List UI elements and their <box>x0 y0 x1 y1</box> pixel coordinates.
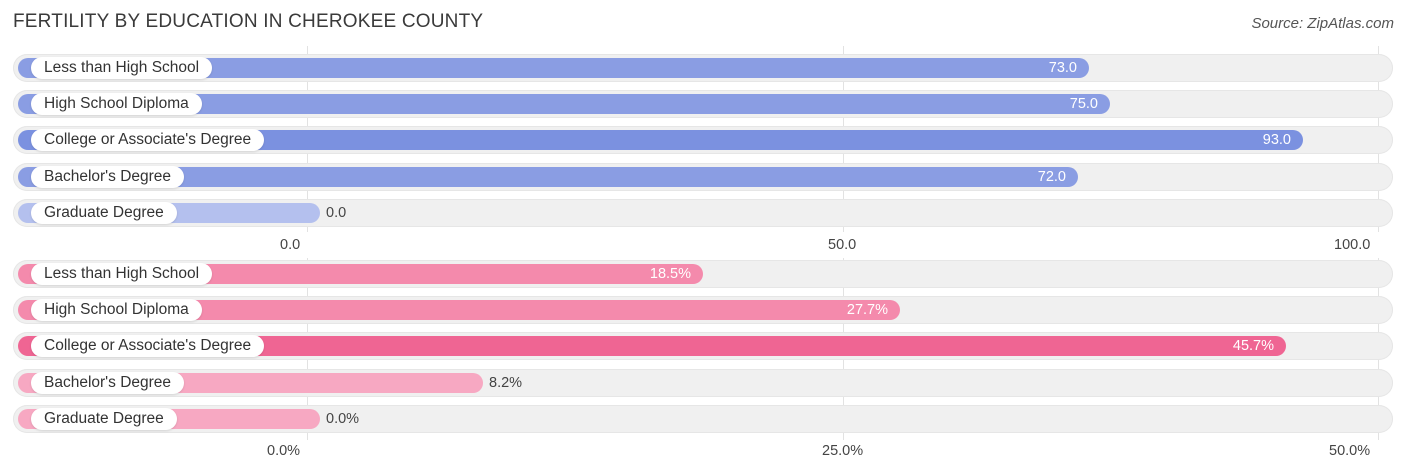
chart-title: FERTILITY BY EDUCATION IN CHEROKEE COUNT… <box>13 11 484 32</box>
bar <box>18 130 1303 150</box>
axis-tick-label: 50.0% <box>1329 443 1371 459</box>
value-label: 93.0 <box>1262 132 1291 148</box>
value-label: 27.7% <box>846 302 888 318</box>
category-label: Less than High School <box>31 57 213 79</box>
category-label: Graduate Degree <box>31 202 177 224</box>
category-label: Bachelor's Degree <box>31 372 185 394</box>
axis-tick-label: 25.0% <box>822 443 864 459</box>
axis-tick-label: 100.0 <box>1334 237 1371 253</box>
value-label: 75.0 <box>1069 96 1098 112</box>
axis-tick-label: 50.0 <box>828 237 857 253</box>
axis-tick-label: 0.0 <box>280 237 301 253</box>
bar <box>18 167 1078 187</box>
bar <box>18 336 1286 356</box>
chart-source: Source: ZipAtlas.com <box>1251 15 1394 32</box>
category-label: High School Diploma <box>31 299 202 321</box>
value-label: 73.0 <box>1048 60 1077 76</box>
value-label: 18.5% <box>649 266 691 282</box>
category-label: College or Associate's Degree <box>31 335 265 357</box>
value-label: 8.2% <box>489 375 523 391</box>
category-label: Bachelor's Degree <box>31 166 185 188</box>
value-label: 45.7% <box>1232 338 1274 354</box>
bar <box>18 300 900 320</box>
bar <box>18 58 1089 78</box>
axis-tick-label: 0.0% <box>267 443 301 459</box>
category-label: Less than High School <box>31 263 213 285</box>
category-label: High School Diploma <box>31 93 202 115</box>
category-label: Graduate Degree <box>31 408 177 430</box>
category-label: College or Associate's Degree <box>31 129 265 151</box>
value-label: 0.0 <box>326 205 347 221</box>
value-label: 0.0% <box>326 411 360 427</box>
bar <box>18 94 1110 114</box>
value-label: 72.0 <box>1037 169 1066 185</box>
